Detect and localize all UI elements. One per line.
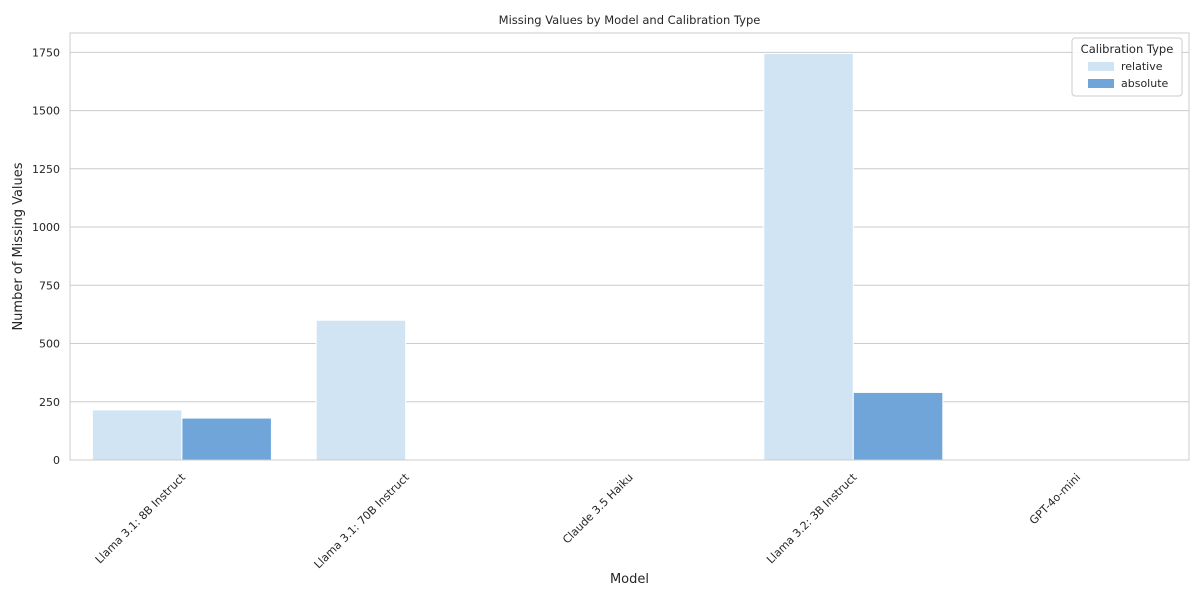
legend-title: Calibration Type <box>1081 42 1174 56</box>
y-tick-label: 250 <box>39 396 60 409</box>
x-axis-title: Model <box>610 572 649 587</box>
legend: Calibration Type relative absolute <box>1071 37 1183 97</box>
x-tick-labels: Llama 3.1: 8B Instruct Llama 3.1: 70B Ins… <box>93 470 1083 571</box>
y-tick-labels: 0 250 500 750 1000 1250 1500 1750 <box>32 46 60 467</box>
x-tick-label: GPT-4o-mini <box>1027 471 1083 527</box>
bar-relative <box>91 409 183 461</box>
legend-label-relative: relative <box>1121 60 1163 73</box>
y-tick-label: 1500 <box>32 105 60 118</box>
y-tick-label: 0 <box>53 454 60 467</box>
x-tick-label: Llama 3.2: 3B Instruct <box>764 470 860 566</box>
x-tick-label: Llama 3.1: 70B Instruct <box>312 470 413 571</box>
y-tick-label: 1000 <box>32 221 60 234</box>
y-tick-label: 500 <box>39 338 60 351</box>
y-tick-label: 1250 <box>32 163 60 176</box>
chart-title: Missing Values by Model and Calibration … <box>499 13 761 27</box>
grid-lines <box>70 51 1189 461</box>
legend-label-absolute: absolute <box>1121 77 1169 90</box>
plot-frame <box>69 32 1190 461</box>
y-tick-label: 750 <box>39 279 60 292</box>
x-tick-label: Llama 3.1: 8B Instruct <box>93 470 189 566</box>
x-tick-label: Claude 3.5 Haiku <box>560 471 635 546</box>
bar-absolute <box>181 417 272 461</box>
bars <box>91 52 944 461</box>
legend-swatch-absolute <box>1088 79 1114 88</box>
bar-relative <box>315 319 407 461</box>
y-axis-title: Number of Missing Values <box>11 162 26 330</box>
bar-absolute <box>852 391 944 461</box>
legend-swatch-relative <box>1088 62 1114 71</box>
legend-items: relative absolute <box>1088 60 1169 90</box>
y-tick-label: 1750 <box>32 46 60 59</box>
bar-relative <box>763 52 854 461</box>
